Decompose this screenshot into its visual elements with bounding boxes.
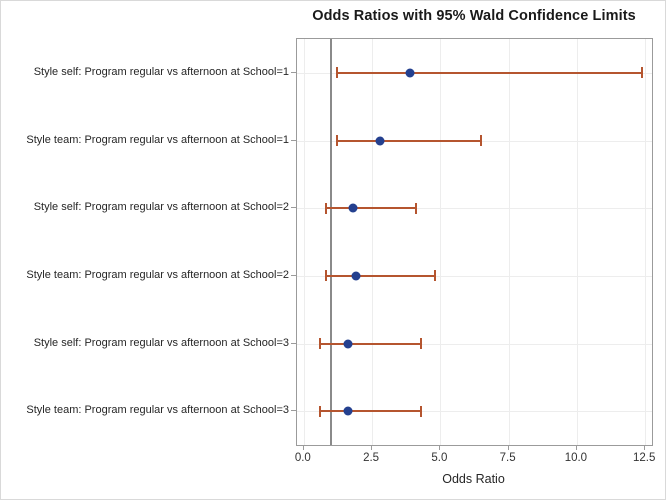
y-tick-mark [291, 207, 296, 209]
gridline-vertical [645, 39, 647, 445]
x-tick-mark [644, 445, 646, 450]
category-label: Style team: Program regular vs afternoon… [26, 268, 289, 281]
category-label: Style team: Program regular vs afternoon… [26, 404, 289, 417]
y-axis-labels: Style self: Program regular vs afternoon… [1, 38, 289, 444]
estimate-marker [405, 68, 415, 78]
x-tick-label: 10.0 [564, 452, 588, 464]
estimate-marker [375, 136, 385, 145]
category-label: Style self: Program regular vs afternoon… [33, 65, 289, 78]
x-tick-mark [439, 445, 441, 450]
y-tick-mark [291, 274, 296, 276]
category-label: Style self: Program regular vs afternoon… [33, 336, 289, 349]
chart-title: Odds Ratios with 95% Wald Confidence Lim… [312, 8, 636, 24]
y-axis-tick-marks [291, 38, 296, 444]
gridline-horizontal [297, 208, 652, 210]
x-axis-title: Odds Ratio [442, 472, 505, 486]
x-tick-label: 2.5 [363, 452, 380, 464]
estimate-marker [351, 271, 361, 281]
x-tick-label: 5.0 [431, 452, 448, 464]
error-bar [325, 274, 435, 277]
x-tick-label: 7.5 [499, 452, 516, 464]
error-bar-cap-left [335, 67, 338, 79]
x-tick-label: 0.0 [294, 452, 311, 464]
plot-area [296, 38, 653, 446]
error-bar-cap-left [324, 202, 327, 214]
y-tick-mark [291, 410, 296, 412]
gridline-horizontal [297, 275, 652, 277]
error-bar [336, 139, 482, 142]
x-tick-mark [302, 445, 304, 450]
x-tick-label: 12.5 [632, 452, 656, 464]
x-tick-mark [575, 445, 577, 450]
x-tick-mark [507, 445, 509, 450]
error-bar-cap-right [420, 338, 423, 349]
error-bar [320, 410, 422, 413]
x-tick-mark [371, 445, 373, 450]
y-tick-mark [291, 71, 296, 73]
error-bar-cap-right [433, 270, 436, 282]
gridline-vertical [508, 39, 510, 445]
error-bar-cap-right [641, 67, 644, 79]
x-axis: 0.0 2.5 5.0 7.5 10.0 12.5 [294, 445, 655, 471]
y-tick-mark [291, 139, 296, 141]
error-bar-cap-left [319, 405, 322, 417]
error-bar [336, 71, 643, 74]
reference-line [330, 39, 333, 445]
error-bar-cap-left [335, 135, 338, 146]
error-bar-cap-left [319, 338, 322, 349]
category-label: Style self: Program regular vs afternoon… [33, 201, 289, 214]
error-bar [320, 342, 422, 345]
error-bar [325, 207, 416, 210]
error-bar-cap-right [420, 405, 423, 417]
gridline-vertical [303, 39, 305, 445]
category-label: Style team: Program regular vs afternoon… [26, 133, 289, 146]
error-bar-cap-left [324, 270, 327, 282]
gridline-horizontal [297, 343, 652, 345]
gridline-vertical [440, 39, 442, 445]
gridline-vertical [576, 39, 578, 445]
estimate-marker [343, 339, 353, 348]
error-bar-cap-right [480, 135, 483, 146]
gridline-vertical [372, 39, 374, 445]
estimate-marker [348, 203, 358, 213]
error-bar-cap-right [414, 202, 417, 214]
gridline-horizontal [297, 411, 652, 413]
estimate-marker [343, 406, 353, 416]
y-tick-mark [291, 342, 296, 344]
